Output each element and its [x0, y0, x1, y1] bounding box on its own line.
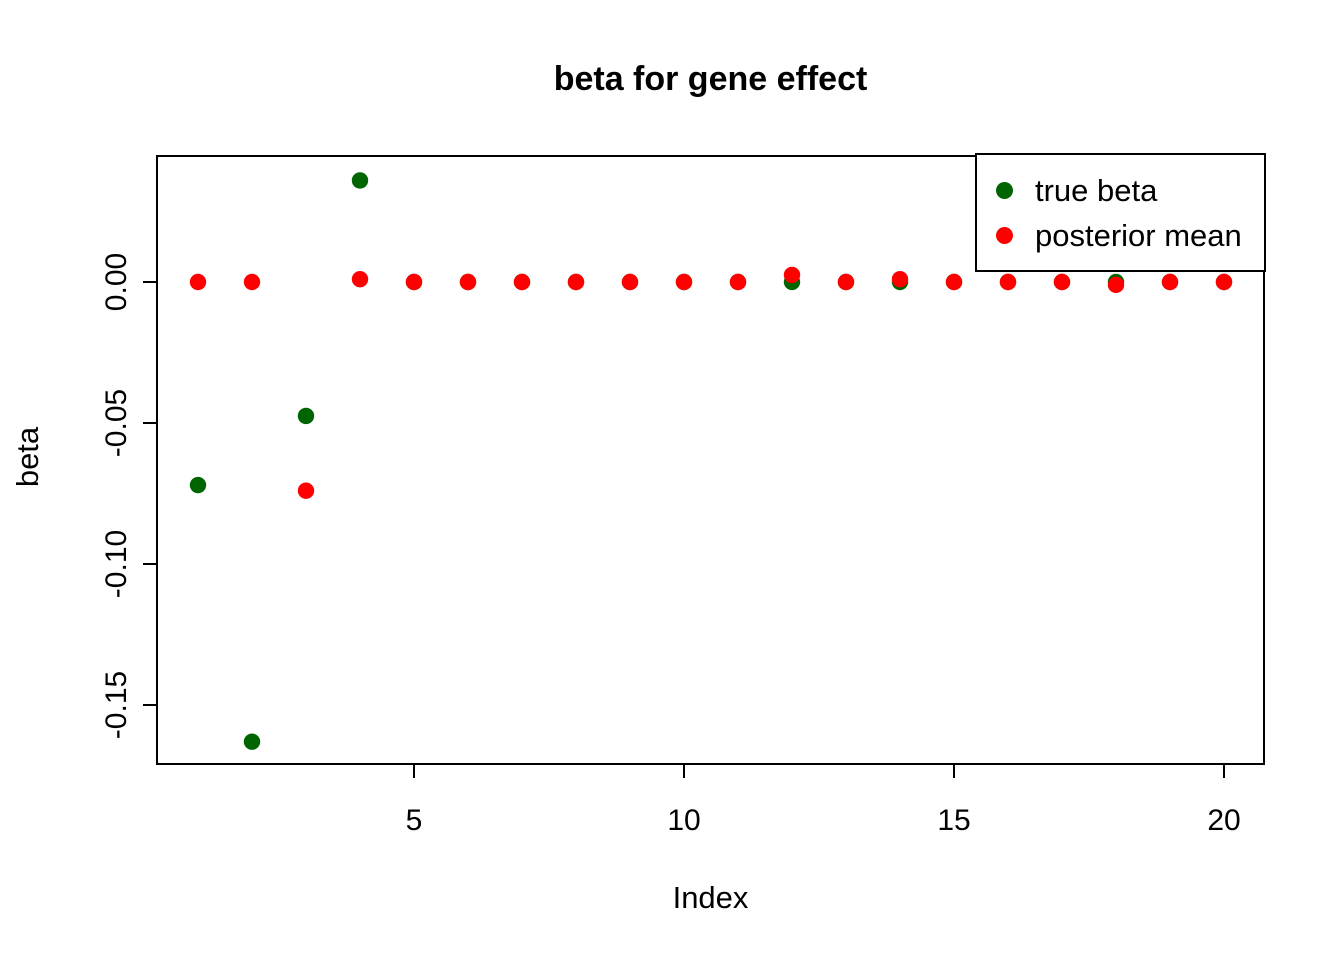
data-point-posterior-mean	[621, 273, 639, 291]
data-point-posterior-mean	[351, 270, 369, 288]
data-point-posterior-mean	[945, 273, 963, 291]
data-point-true-beta	[243, 733, 261, 750]
data-point-posterior-mean	[1107, 276, 1125, 294]
legend-marker-posterior-mean-icon	[996, 226, 1013, 244]
y-tick-label: 0.00	[100, 252, 133, 312]
legend-label-true-beta: true beta	[1035, 172, 1158, 208]
data-point-posterior-mean	[405, 273, 423, 291]
legend-marker-true-beta-icon	[996, 181, 1013, 199]
data-point-posterior-mean	[837, 273, 855, 291]
legend-label-posterior-mean: posterior mean	[1035, 217, 1242, 253]
x-tick-label: 15	[937, 804, 971, 837]
data-point-posterior-mean	[729, 273, 747, 291]
x-tick-label: 10	[667, 804, 701, 837]
chart-title: beta for gene effect	[553, 60, 868, 98]
data-point-true-beta	[351, 172, 369, 189]
data-point-posterior-mean	[675, 273, 693, 291]
legend-item-true-beta: true beta	[977, 171, 1264, 209]
y-tick-label: -0.05	[100, 388, 133, 458]
x-tick-label: 5	[405, 804, 423, 837]
data-point-true-beta	[297, 407, 315, 425]
x-axis-label: Index	[672, 880, 749, 915]
legend-item-posterior-mean: posterior mean	[977, 216, 1264, 254]
data-point-posterior-mean	[891, 270, 909, 288]
data-point-posterior-mean	[567, 273, 585, 291]
data-point-posterior-mean	[243, 273, 261, 291]
legend: true beta posterior mean	[975, 153, 1266, 272]
data-point-posterior-mean	[513, 273, 531, 291]
data-point-posterior-mean	[783, 266, 801, 284]
data-point-posterior-mean	[1053, 273, 1071, 291]
data-point-posterior-mean	[1161, 273, 1179, 291]
data-point-posterior-mean	[1215, 273, 1233, 291]
y-tick-label: -0.10	[100, 529, 133, 599]
data-point-posterior-mean	[189, 273, 207, 291]
x-tick-label: 20	[1207, 804, 1241, 837]
y-tick-label: -0.15	[100, 670, 133, 740]
data-point-posterior-mean	[459, 273, 477, 291]
plot-box	[156, 155, 1265, 765]
y-axis-label: beta	[10, 426, 45, 488]
data-point-posterior-mean	[297, 482, 315, 499]
data-point-true-beta	[189, 476, 207, 494]
data-point-posterior-mean	[999, 273, 1017, 291]
